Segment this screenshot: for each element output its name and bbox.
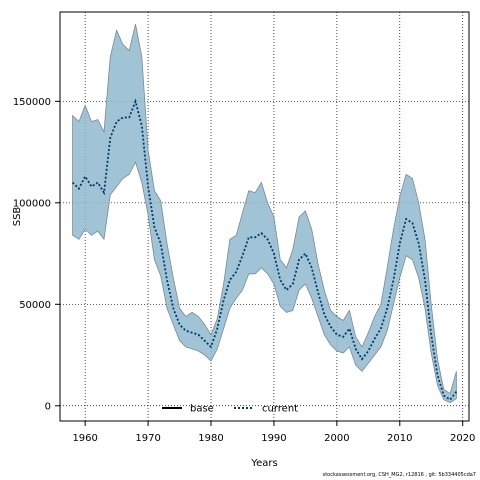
plot-frame	[59, 11, 470, 422]
x-axis: 1960 1970 1980 1990 2000 2010 2020	[72, 421, 475, 444]
legend-label-base: base	[190, 404, 214, 415]
y-axis-title: SSB	[12, 207, 23, 227]
footnote: stockassessment.org, CSH_MG2, r12816 , g…	[322, 472, 476, 478]
x-tick-label: 1990	[261, 433, 286, 444]
x-tick-label: 1970	[135, 433, 160, 444]
y-tick-label: 150000	[13, 97, 51, 108]
x-tick-label: 1980	[198, 433, 223, 444]
y-axis: 0 50000 100000 150000	[13, 97, 60, 412]
y-tick-label: 100000	[13, 198, 51, 209]
confidence-band	[72, 24, 457, 404]
x-tick-label: 1960	[72, 433, 97, 444]
legend-label-current: current	[262, 404, 298, 415]
x-tick-label: 2000	[324, 433, 349, 444]
y-tick-label: 0	[45, 401, 51, 412]
x-tick-label: 2020	[450, 433, 475, 444]
x-tick-label: 2010	[387, 433, 412, 444]
y-tick-label: 50000	[19, 300, 51, 311]
x-axis-title: Years	[250, 458, 277, 469]
legend: base current	[162, 404, 298, 415]
series-line-current	[71, 98, 458, 401]
